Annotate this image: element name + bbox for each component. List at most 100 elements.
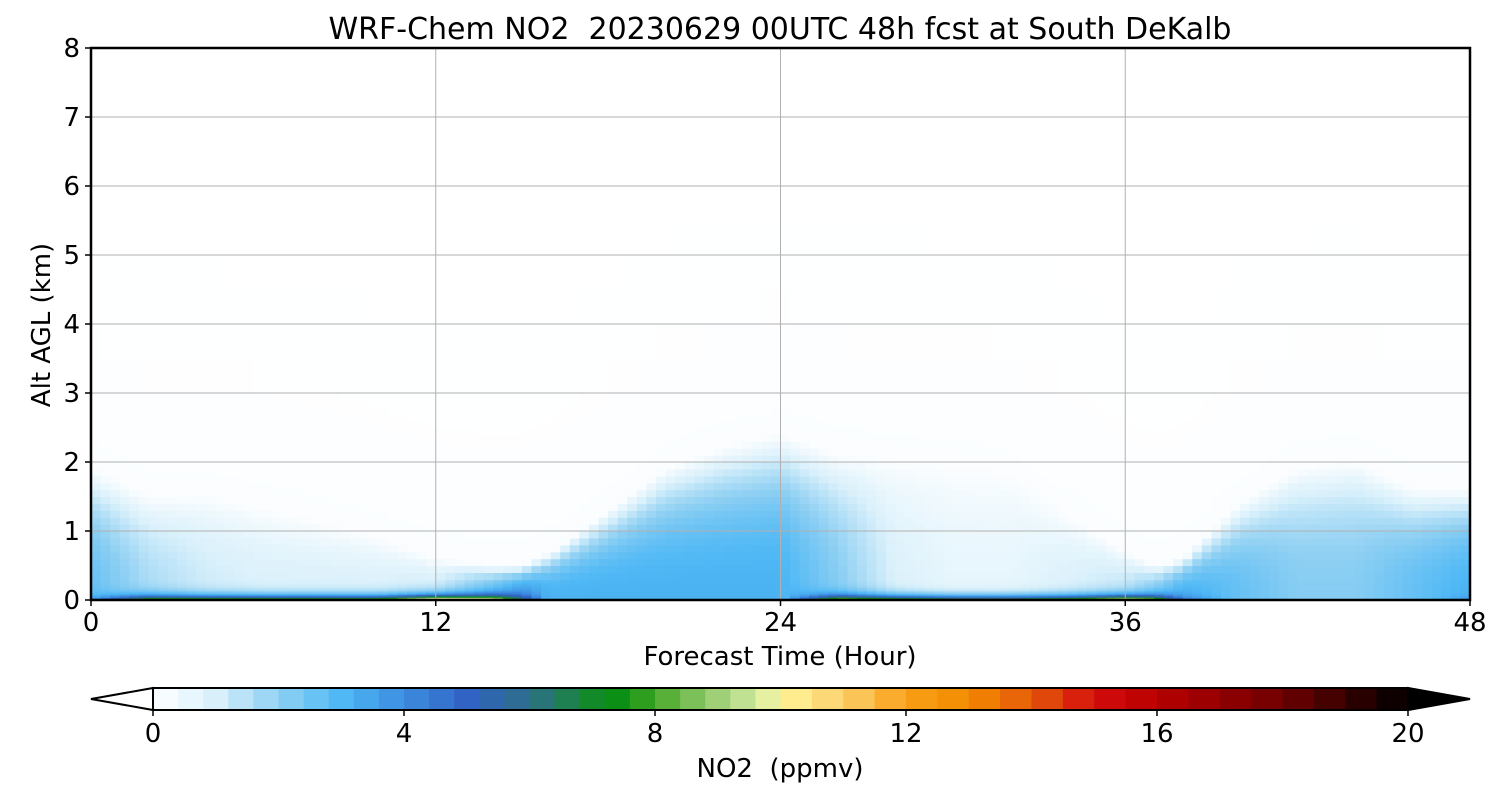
heatmap-cell	[694, 434, 705, 442]
heatmap-cell	[263, 427, 274, 435]
heatmap-cell	[962, 117, 973, 153]
heatmap-cell	[588, 289, 600, 325]
heatmap-cell	[636, 510, 648, 518]
heatmap-cell	[474, 584, 485, 587]
heatmap-cell	[234, 393, 245, 401]
heatmap-cell	[732, 582, 743, 585]
heatmap-cell	[665, 475, 676, 484]
heatmap-cell	[272, 587, 284, 590]
heatmap-cell	[177, 151, 188, 187]
heatmap-cell	[186, 475, 197, 484]
heatmap-cell	[761, 399, 772, 408]
heatmap-cell	[1000, 584, 1011, 587]
heatmap-cell	[502, 558, 513, 567]
heatmap-cell	[148, 584, 159, 587]
heatmap-cell	[991, 590, 1002, 593]
heatmap-cell	[464, 151, 475, 187]
heatmap-cell	[110, 448, 121, 456]
heatmap-cell	[579, 584, 590, 587]
heatmap-cell	[952, 591, 964, 594]
heatmap-cell	[579, 510, 590, 518]
heatmap-cell	[885, 582, 897, 585]
heatmap-cell	[588, 117, 600, 153]
heatmap-cell	[292, 434, 303, 442]
heatmap-cell	[818, 82, 829, 118]
heatmap-cell	[703, 579, 715, 582]
heatmap-cell	[646, 468, 657, 477]
heatmap-cell	[483, 420, 494, 429]
heatmap-cell	[770, 413, 782, 422]
heatmap-cell	[837, 406, 849, 415]
heatmap-cell	[904, 595, 916, 598]
heatmap-cell	[703, 468, 715, 477]
heatmap-cell	[426, 584, 437, 587]
heatmap-cell	[378, 48, 389, 84]
heatmap-cell	[703, 220, 715, 256]
heatmap-cell	[885, 591, 897, 594]
heatmap-cell	[675, 580, 686, 583]
heatmap-cell	[646, 524, 657, 532]
heatmap-cell	[205, 572, 217, 580]
heatmap-cell	[129, 489, 140, 498]
heatmap-cell	[445, 583, 456, 586]
heatmap-cell	[943, 579, 954, 582]
heatmap-cell	[263, 482, 274, 491]
heatmap-cell	[962, 406, 973, 415]
heatmap-cell	[770, 399, 782, 408]
heatmap-cell	[454, 427, 466, 435]
heatmap-cell	[129, 517, 140, 525]
heatmap-cell	[895, 544, 906, 553]
heatmap-cell	[636, 455, 648, 463]
heatmap-cell	[301, 434, 312, 442]
heatmap-cell	[387, 427, 399, 435]
heatmap-cell	[943, 591, 954, 594]
heatmap-cell	[703, 151, 715, 187]
heatmap-cell	[330, 324, 341, 360]
heatmap-cell	[943, 580, 954, 583]
heatmap-cell	[301, 289, 312, 325]
heatmap-cell	[100, 151, 111, 187]
heatmap-cell	[512, 579, 523, 582]
heatmap-cell	[569, 588, 580, 591]
heatmap-cell	[464, 572, 475, 580]
heatmap-cell	[703, 420, 715, 429]
heatmap-cell	[186, 48, 197, 84]
heatmap-cell	[474, 358, 485, 394]
heatmap-cell	[483, 597, 494, 600]
heatmap-cell	[110, 510, 121, 518]
heatmap-cell	[608, 475, 619, 484]
heatmap-cell	[339, 586, 351, 589]
heatmap-cell	[1000, 503, 1011, 511]
heatmap-cell	[158, 82, 169, 118]
heatmap-cell	[732, 558, 743, 567]
heatmap-cell	[924, 579, 935, 582]
heatmap-cell	[282, 427, 293, 435]
heatmap-cell	[569, 544, 580, 553]
heatmap-cell	[608, 591, 619, 594]
heatmap-cell	[320, 580, 332, 583]
heatmap-cell	[790, 590, 801, 593]
heatmap-cell	[924, 597, 935, 600]
heatmap-cell	[148, 186, 159, 222]
heatmap-cell	[694, 220, 705, 256]
heatmap-cell	[110, 584, 121, 587]
heatmap-cell	[924, 558, 935, 567]
heatmap-cell	[311, 517, 322, 525]
heatmap-cell	[703, 580, 715, 583]
heatmap-cell	[837, 531, 849, 539]
heatmap-cell	[301, 558, 312, 567]
heatmap-cell	[330, 48, 341, 84]
heatmap-cell	[397, 531, 408, 539]
heatmap-cell	[866, 406, 877, 415]
heatmap-cell	[225, 593, 236, 596]
heatmap-cell	[196, 551, 207, 560]
heatmap-cell	[253, 455, 264, 463]
heatmap-cell	[426, 468, 437, 477]
heatmap-cell	[512, 510, 523, 518]
heatmap-cell	[454, 482, 466, 491]
heatmap-cell	[770, 393, 782, 401]
heatmap-cell	[100, 475, 111, 484]
heatmap-cell	[972, 590, 983, 593]
heatmap-cell	[263, 186, 274, 222]
heatmap-cell	[521, 597, 533, 600]
